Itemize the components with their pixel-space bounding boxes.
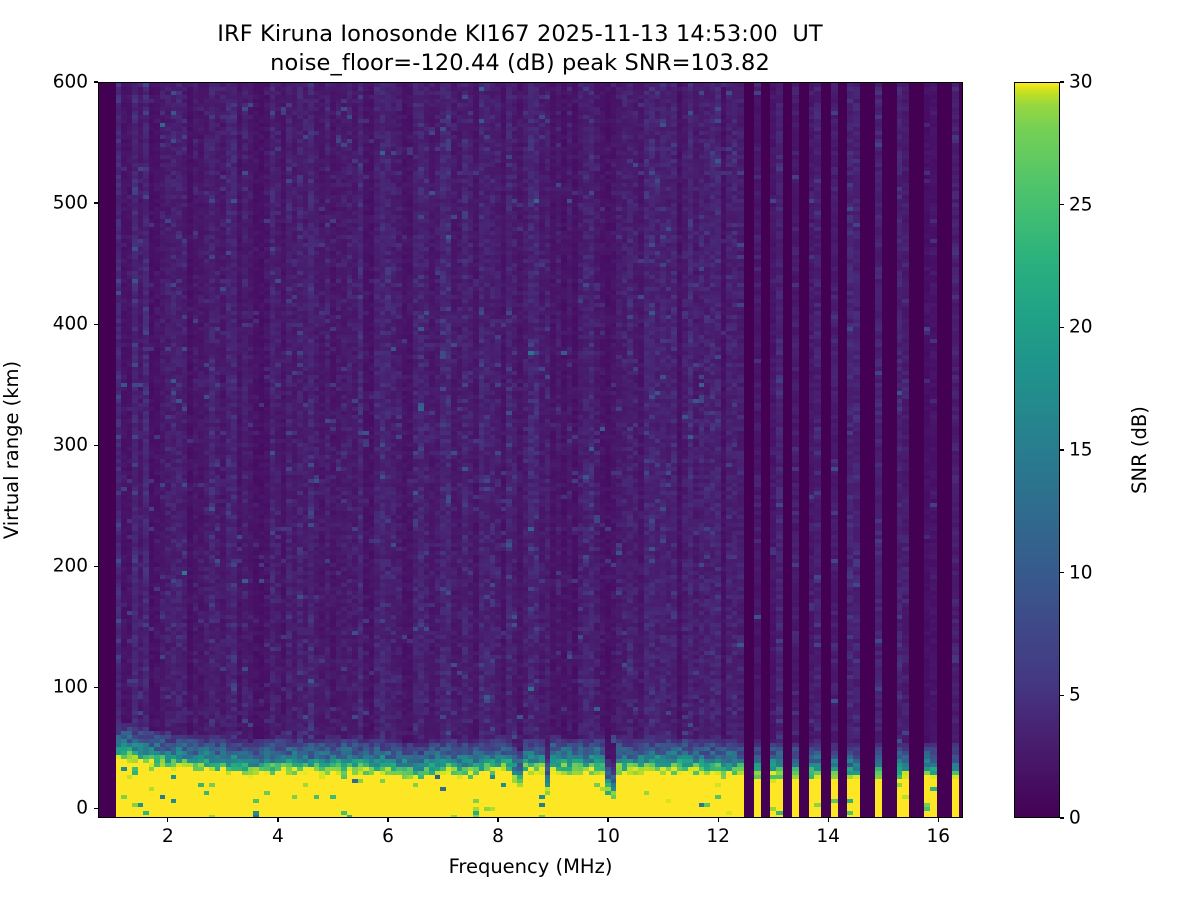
y-tick-mark xyxy=(93,323,98,325)
y-tick-label: 0 xyxy=(76,797,88,819)
y-tick-label: 600 xyxy=(52,71,88,93)
x-tick-mark xyxy=(717,818,719,823)
y-tick-mark xyxy=(93,81,98,83)
y-tick-label: 100 xyxy=(52,676,88,698)
colorbar-label: SNR (dB) xyxy=(1128,406,1151,494)
x-tick-mark xyxy=(277,818,279,823)
colorbar-tick-mark xyxy=(1060,694,1065,696)
colorbar-tick-mark xyxy=(1060,326,1065,328)
y-tick-mark xyxy=(93,686,98,688)
x-tick-label: 10 xyxy=(596,826,620,847)
x-tick-label: 2 xyxy=(161,826,174,847)
x-tick-mark xyxy=(497,818,499,823)
y-tick-mark xyxy=(93,807,98,809)
y-axis-label: Virtual range (km) xyxy=(0,360,23,540)
x-tick-mark xyxy=(167,818,169,823)
y-tick-mark xyxy=(93,565,98,567)
colorbar-tick-label: 0 xyxy=(1069,807,1081,829)
colorbar-tick-mark xyxy=(1060,572,1065,574)
x-tick-label: 14 xyxy=(816,826,840,847)
ionogram-heatmap xyxy=(99,83,962,817)
x-tick-label: 12 xyxy=(706,826,730,847)
y-tick-label: 400 xyxy=(52,313,88,335)
x-tick-mark xyxy=(937,818,939,823)
x-tick-label: 4 xyxy=(272,826,284,847)
figure-title: IRF Kiruna Ionosonde KI167 2025-11-13 14… xyxy=(0,20,1040,78)
colorbar-tick-label: 25 xyxy=(1069,194,1093,216)
colorbar-tick-mark xyxy=(1060,204,1065,206)
title-line-2: noise_floor=-120.44 (dB) peak SNR=103.82 xyxy=(270,49,770,76)
colorbar-tick-label: 20 xyxy=(1069,316,1093,338)
colorbar-tick-mark xyxy=(1060,81,1065,83)
x-tick-mark xyxy=(387,818,389,823)
colorbar-tick-label: 30 xyxy=(1069,71,1093,93)
y-tick-label: 500 xyxy=(52,192,88,214)
colorbar-tick-mark xyxy=(1060,449,1065,451)
x-tick-mark xyxy=(827,818,829,823)
x-tick-label: 16 xyxy=(926,826,951,847)
x-axis-label: Frequency (MHz) xyxy=(448,855,613,878)
colorbar xyxy=(1014,82,1060,818)
y-tick-mark xyxy=(93,444,98,446)
y-tick-label: 300 xyxy=(52,434,88,456)
colorbar-tick-label: 10 xyxy=(1069,562,1093,584)
colorbar-tick-label: 15 xyxy=(1069,439,1093,461)
colorbar-tick-mark xyxy=(1060,817,1065,819)
y-tick-mark xyxy=(93,202,98,204)
x-tick-label: 8 xyxy=(492,826,504,847)
title-line-1: IRF Kiruna Ionosonde KI167 2025-11-13 14… xyxy=(217,21,823,47)
x-tick-mark xyxy=(607,818,609,823)
plot-area xyxy=(98,82,963,818)
colorbar-tick-label: 5 xyxy=(1069,684,1081,706)
x-tick-label: 6 xyxy=(382,826,394,847)
y-tick-label: 200 xyxy=(52,555,88,577)
